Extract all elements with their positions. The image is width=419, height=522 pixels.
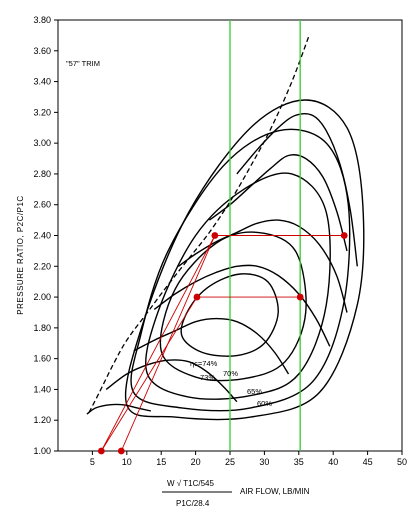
operating-point: [296, 293, 304, 301]
speed-line: [105, 359, 238, 403]
efficiency-label-60: 60%: [257, 399, 272, 408]
operating-point: [211, 232, 219, 239]
y-tick-label: 3.80: [33, 15, 51, 25]
efficiency-label-65: 65%: [247, 387, 262, 396]
y-tick-label: 1.20: [33, 415, 51, 425]
x-tick-label: 25: [225, 457, 235, 467]
efficiency-label-74: ηc=74%: [190, 359, 218, 368]
x-tick-label: 45: [363, 457, 373, 467]
x-tick-label: 50: [397, 457, 407, 467]
y-tick-label: 3.40: [33, 77, 51, 87]
y-tick-label: 2.20: [33, 261, 51, 271]
x-tick-label: 40: [328, 457, 338, 467]
construction-line: [120, 235, 216, 452]
x-tick-label: 15: [156, 457, 166, 467]
y-axis-label: PRESSURE RATIO, P2C/P1C: [16, 195, 25, 314]
x-tick-label: 20: [191, 457, 201, 467]
efficiency-island: [145, 172, 331, 400]
y-tick-label: 2.00: [33, 292, 51, 302]
efficiency-label-73: 73%: [200, 373, 215, 382]
y-tick-label: 2.40: [33, 231, 51, 241]
x-label-denominator: P1C/28.4: [176, 499, 210, 508]
efficiency-island: [159, 231, 307, 382]
y-tick-label: 3.20: [33, 107, 51, 117]
x-axis-label: AIR FLOW, LB/MIN: [240, 487, 310, 496]
operating-point: [193, 293, 201, 301]
construction-line: [100, 235, 216, 452]
efficiency-island: [124, 99, 365, 421]
trim-label: "57" TRIM: [66, 59, 100, 68]
x-label-numerator: W √ T1C/545: [167, 479, 214, 488]
operating-point: [97, 447, 105, 455]
x-tick-label: 30: [259, 457, 269, 467]
x-tick-label: 5: [90, 457, 95, 467]
x-tick-label: 10: [122, 457, 132, 467]
operating-point: [117, 447, 125, 455]
y-tick-label: 1.00: [33, 446, 51, 456]
speed-line: [177, 219, 348, 313]
y-tick-label: 1.80: [33, 323, 51, 333]
y-tick-label: 2.80: [33, 169, 51, 179]
construction-line: [100, 296, 198, 452]
surge-line: [88, 35, 310, 413]
x-tick-label: 35: [294, 457, 304, 467]
speed-line: [153, 264, 331, 347]
y-tick-label: 1.40: [33, 384, 51, 394]
operating-point: [340, 232, 348, 239]
y-tick-label: 1.60: [33, 354, 51, 364]
speed-line: [208, 154, 348, 252]
y-tick-label: 3.00: [33, 138, 51, 148]
y-tick-label: 2.60: [33, 200, 51, 210]
speed-line: [86, 403, 152, 415]
speed-line: [133, 317, 290, 375]
y-tick-label: 3.60: [33, 46, 51, 56]
efficiency-label-70: 70%: [223, 369, 238, 378]
efficiency-island: [130, 128, 351, 412]
speed-line: [236, 113, 358, 267]
